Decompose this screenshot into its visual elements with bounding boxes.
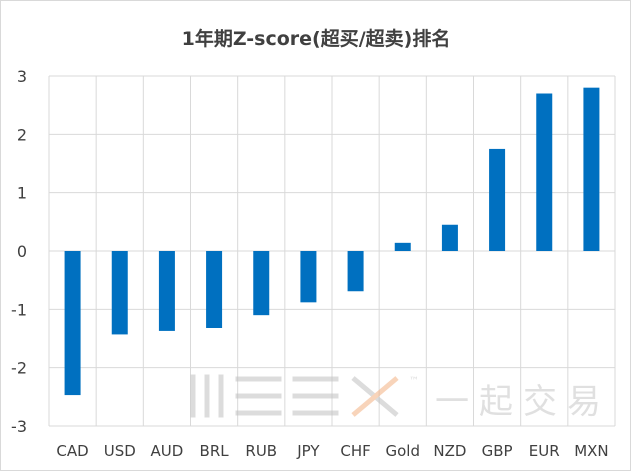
x-tick-label-chf: CHF: [340, 442, 370, 460]
bar-rub: [253, 251, 270, 316]
x-tick-label-gbp: GBP: [482, 442, 513, 460]
bar-usd: [111, 251, 128, 335]
y-tick-label: 1: [17, 184, 27, 203]
bar-nzd: [441, 224, 458, 251]
x-tick-label-usd: USD: [104, 442, 136, 460]
bar-eur: [536, 93, 553, 251]
y-tick-label: 2: [17, 125, 27, 144]
y-axis-tick-labels: 3 2 1 0 -1 -2 -3: [11, 67, 27, 436]
y-tick-label: 0: [17, 242, 27, 261]
bar-chf: [347, 251, 364, 292]
x-tick-label-nzd: NZD: [433, 442, 466, 460]
watermark-logo: ™ 一 起 交 易: [190, 374, 601, 422]
gridlines: [48, 75, 616, 427]
bars: [64, 87, 600, 396]
y-tick-label: -1: [11, 300, 27, 319]
x-tick-label-mxn: MXN: [574, 442, 608, 460]
x-axis-tick-labels: CAD USD AUD BRL RUB JPY CHF Gold NZD GBP EUR MXN: [56, 442, 608, 460]
x-tick-label-jpy: JPY: [296, 442, 320, 460]
svg-text:一: 一: [435, 382, 469, 422]
x-tick-label-cad: CAD: [56, 442, 88, 460]
bar-gbp: [489, 148, 506, 251]
bar-mxn: [583, 87, 600, 252]
svg-text:™: ™: [409, 376, 419, 387]
x-tick-label-gold: Gold: [386, 442, 421, 460]
bar-aud: [158, 251, 175, 331]
bar-gold: [394, 242, 411, 251]
chart-title: 1年期Z-score(超买/超卖)排名: [182, 27, 451, 50]
bar-jpy: [300, 251, 317, 303]
x-tick-label-eur: EUR: [529, 442, 560, 460]
x-tick-label-brl: BRL: [200, 442, 230, 460]
svg-text:易: 易: [567, 382, 601, 422]
svg-text:交: 交: [523, 382, 557, 422]
bar-brl: [206, 251, 223, 328]
svg-text:起: 起: [479, 382, 513, 422]
y-tick-label: 3: [17, 67, 27, 86]
x-tick-label-rub: RUB: [245, 442, 277, 460]
y-tick-label: -3: [11, 417, 27, 436]
bar-cad: [64, 251, 81, 396]
y-tick-label: -2: [11, 359, 27, 378]
x-tick-label-aud: AUD: [151, 442, 184, 460]
